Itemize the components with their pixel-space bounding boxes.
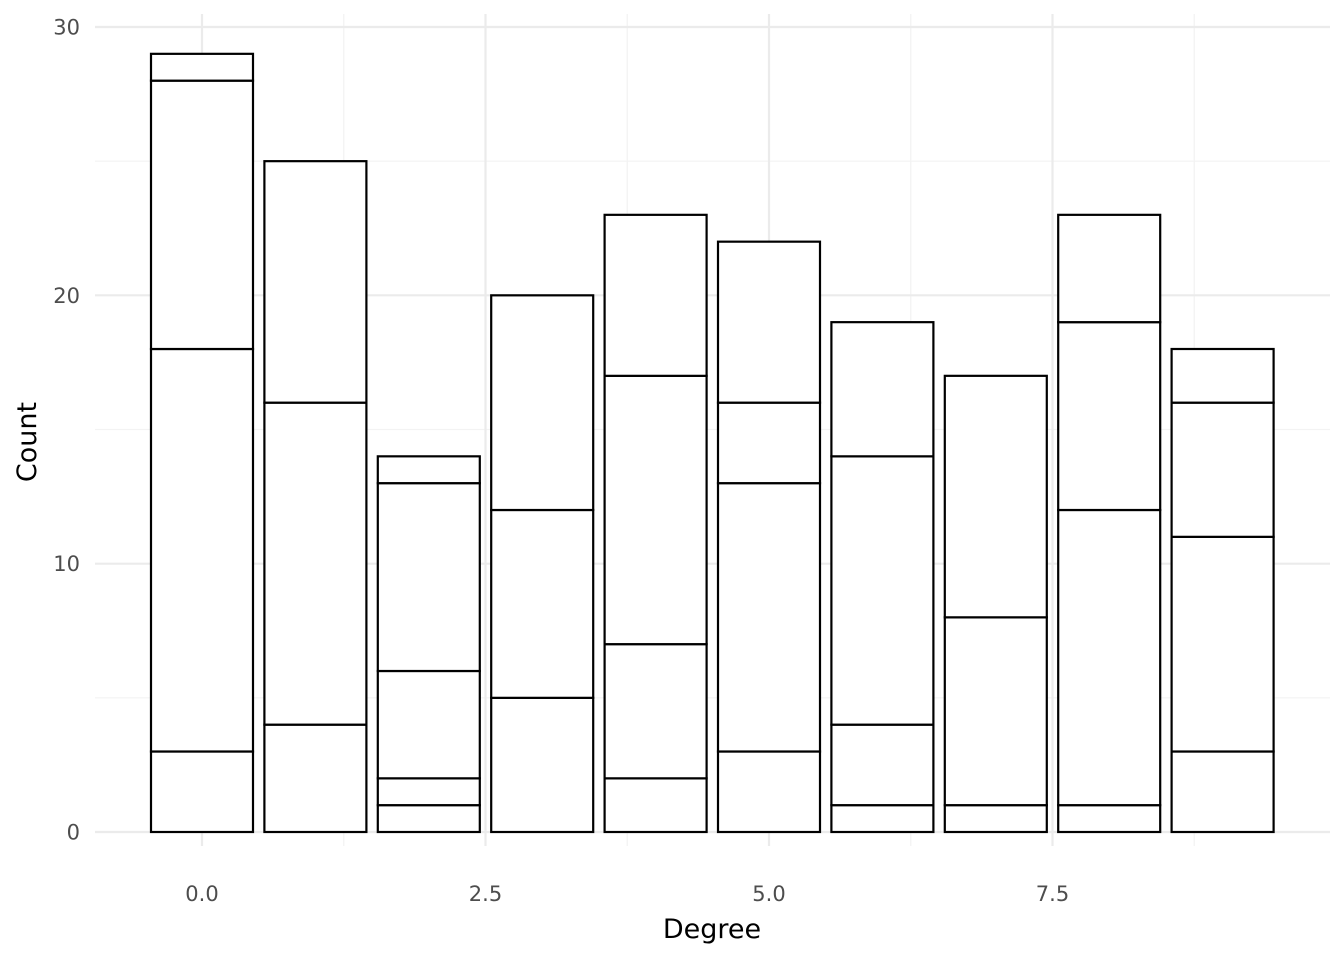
y-axis-title: Count bbox=[12, 402, 43, 482]
x-axis-title: Degree bbox=[663, 914, 761, 945]
bar-segment bbox=[830, 321, 935, 458]
bar-segment bbox=[1170, 347, 1275, 404]
bar-segment bbox=[716, 750, 822, 834]
bar-segment bbox=[1057, 508, 1162, 807]
x-tick-label: 0.0 bbox=[185, 882, 218, 906]
bar-segment bbox=[603, 643, 708, 780]
x-tick-label: 5.0 bbox=[752, 882, 785, 906]
bar-segment bbox=[490, 696, 595, 834]
bars bbox=[149, 52, 1275, 834]
bar-segment bbox=[603, 374, 708, 646]
bar-segment bbox=[1170, 535, 1275, 753]
bar-segment bbox=[376, 482, 481, 673]
x-tick-label: 2.5 bbox=[469, 882, 502, 906]
bar-segment bbox=[716, 482, 822, 753]
bar-segment bbox=[603, 213, 708, 377]
y-tick-label: 20 bbox=[53, 284, 80, 308]
bar-segment bbox=[603, 777, 708, 834]
bar-segment bbox=[943, 616, 1048, 807]
bar-segment bbox=[830, 804, 935, 834]
y-tick-label: 10 bbox=[53, 552, 80, 576]
bar-segment bbox=[1170, 750, 1275, 834]
y-tick-label: 30 bbox=[53, 16, 80, 40]
bar-segment bbox=[716, 401, 822, 485]
bar-segment bbox=[149, 79, 255, 351]
y-tick-label: 0 bbox=[67, 821, 80, 845]
bar-segment bbox=[263, 401, 368, 726]
bar-segment bbox=[943, 374, 1048, 619]
bar-segment bbox=[376, 804, 481, 834]
bar-segment bbox=[1057, 804, 1162, 834]
bar-segment bbox=[1057, 213, 1162, 324]
bar-segment bbox=[376, 455, 481, 485]
bar-segment bbox=[149, 750, 255, 834]
tick-labels: 0 10 20 30 0.0 2.5 5.0 7.5 bbox=[53, 16, 1069, 907]
bar-segment bbox=[376, 777, 481, 807]
bar-segment bbox=[716, 240, 822, 404]
bar-segment bbox=[1057, 321, 1162, 512]
bar-segment bbox=[376, 669, 481, 780]
bar-segment bbox=[149, 52, 255, 82]
bar-segment bbox=[830, 455, 935, 726]
bar-segment bbox=[490, 294, 595, 512]
bar-segment bbox=[263, 723, 368, 834]
bar-segment bbox=[490, 508, 595, 699]
bar-segment bbox=[1170, 401, 1275, 538]
x-tick-label: 7.5 bbox=[1036, 882, 1069, 906]
bar-segment bbox=[263, 160, 368, 404]
bar-segment bbox=[943, 804, 1048, 834]
bar-segment bbox=[830, 723, 935, 807]
bar-segment bbox=[149, 347, 255, 753]
